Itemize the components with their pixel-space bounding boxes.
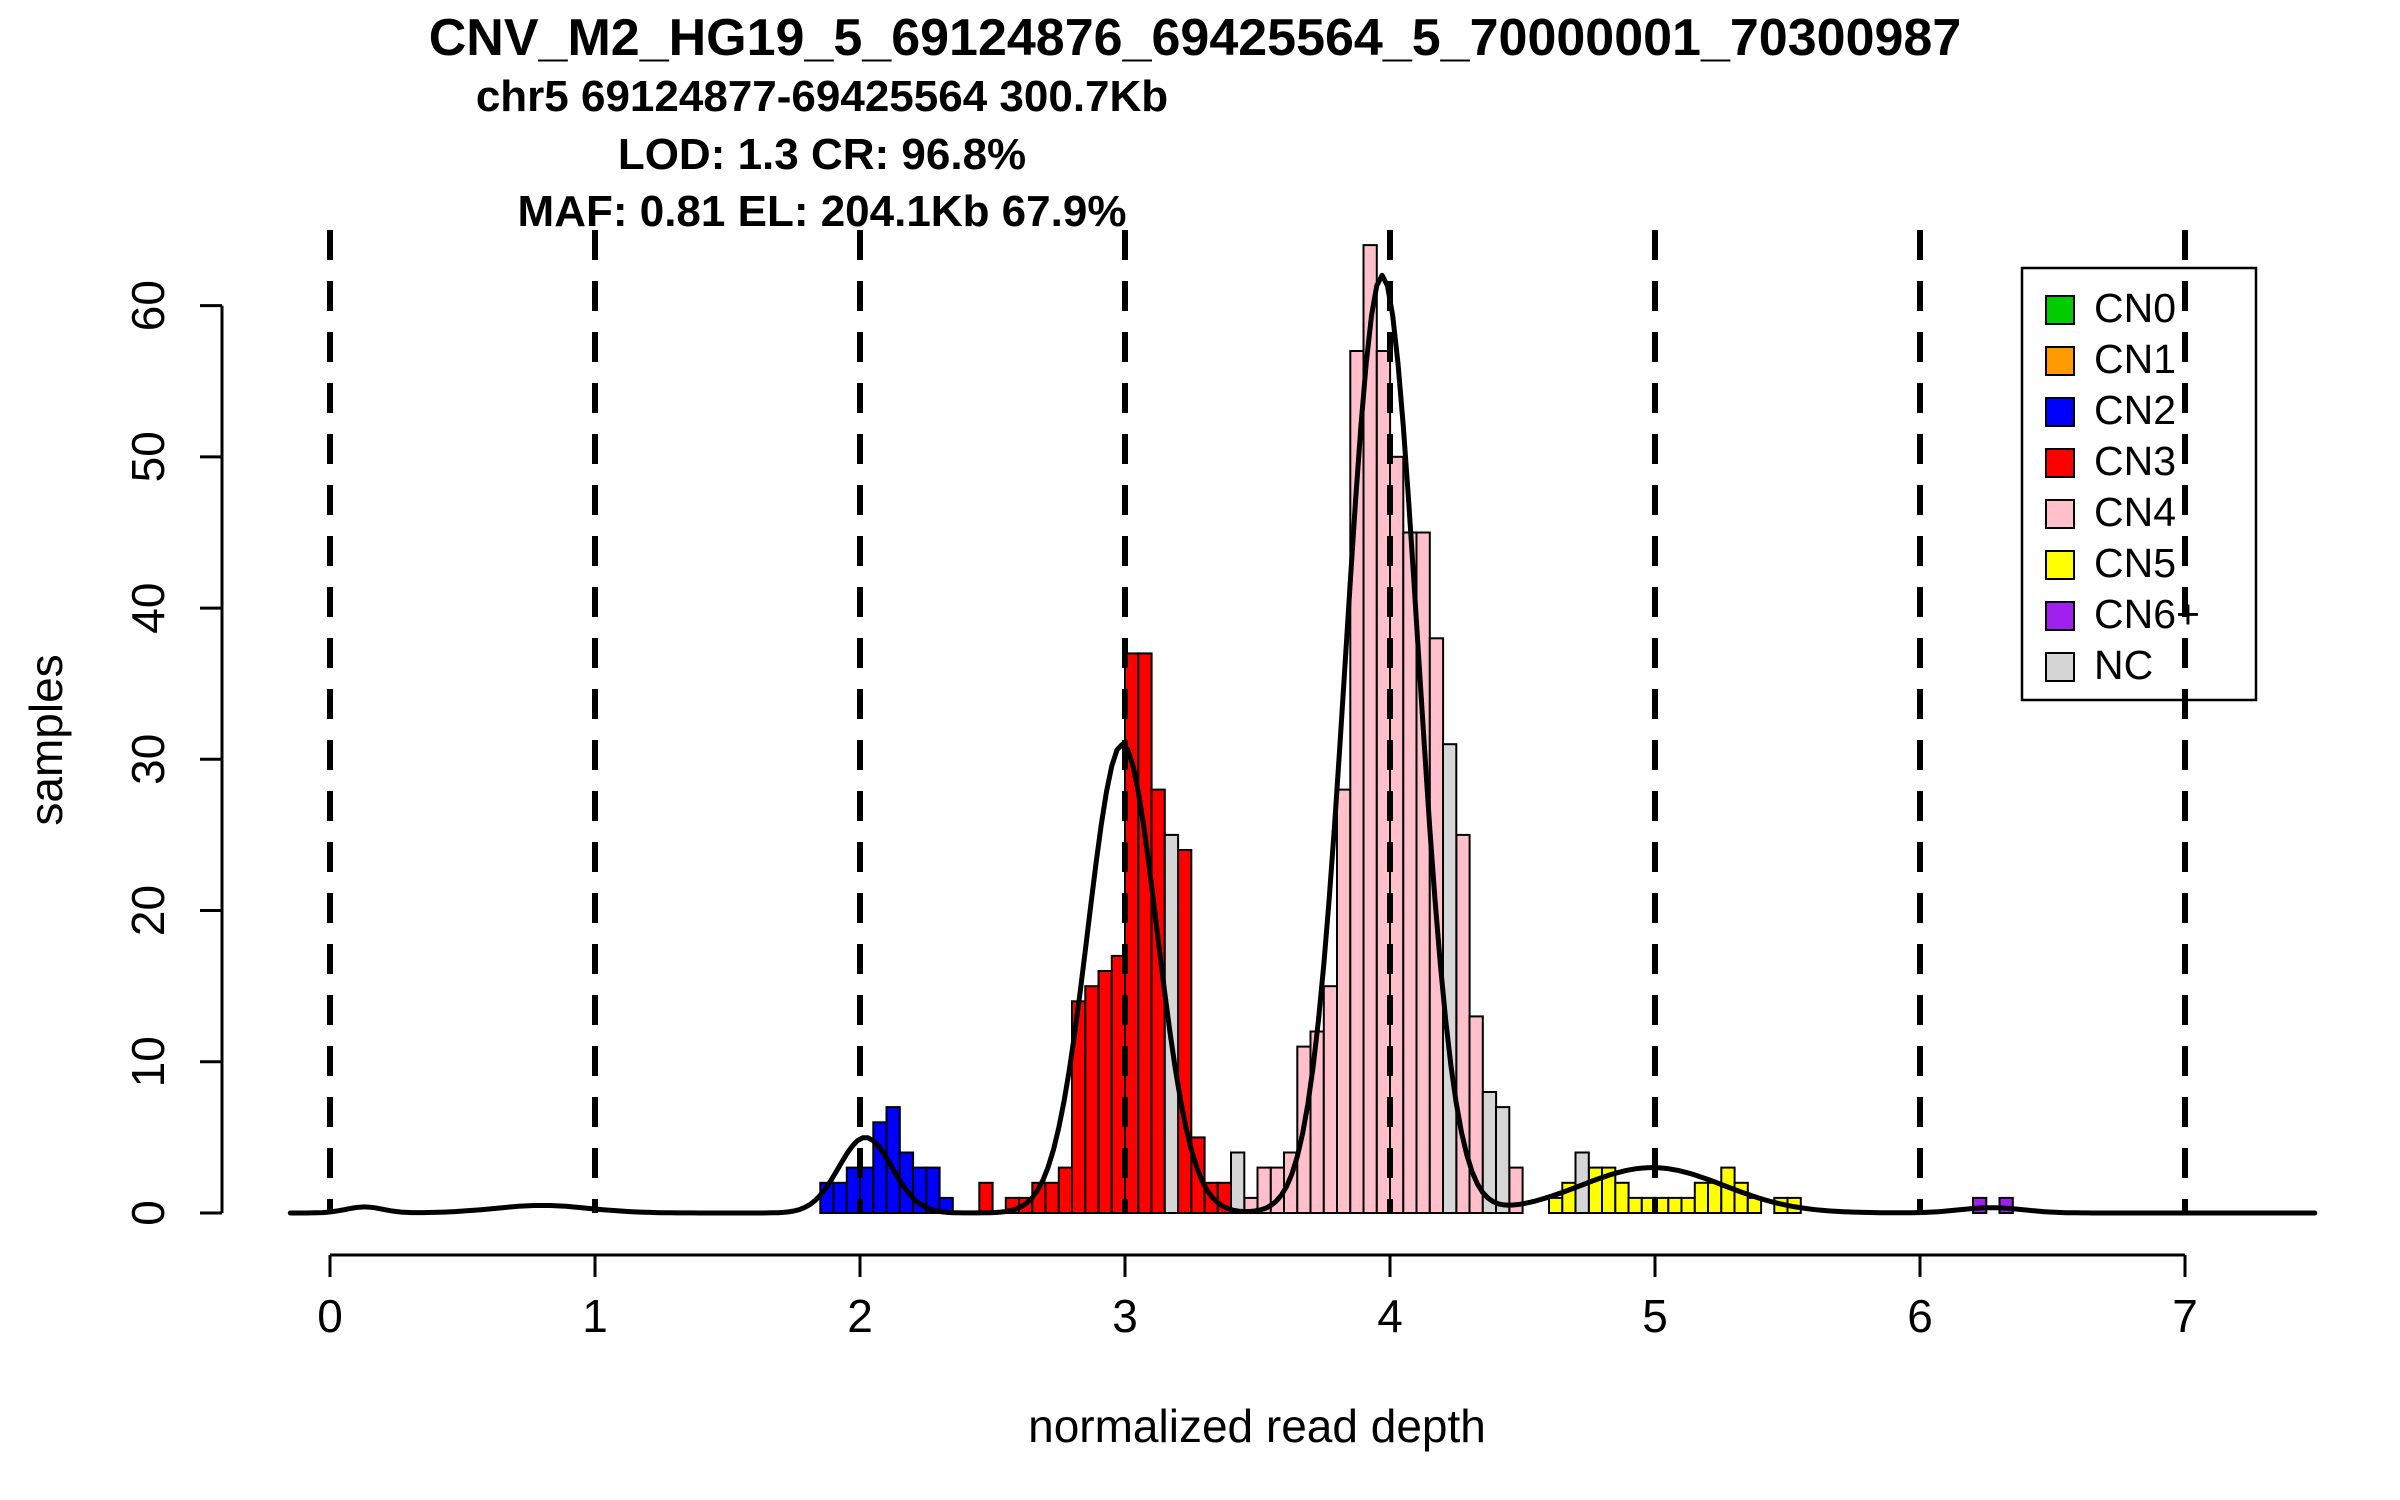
legend-label-cn4: CN4 [2094,489,2176,535]
histogram-bar [1402,531,1418,1214]
x-tick-label: 2 [847,1290,873,1342]
y-tick-label: 50 [122,431,174,482]
legend-swatch-cn2 [2045,397,2075,427]
y-tick-label: 40 [122,583,174,634]
histogram-bar [978,1181,994,1215]
chart-subtitle-lod-cr: LOD: 1.3 CR: 96.8% [617,130,1027,179]
histogram-bar [1163,833,1180,1215]
histogram-bar [1495,1106,1511,1214]
histogram-bar [1322,985,1339,1215]
legend-swatch-cn1 [2045,346,2075,376]
bars-cn3 [978,652,1233,1215]
y-tick-label: 20 [122,885,174,936]
legend-swatch-cn3 [2045,448,2075,478]
histogram-bar [1137,652,1153,1214]
legend-swatch-cn0 [2045,295,2075,325]
histogram-bar [1627,1196,1643,1215]
histogram-bar [1084,985,1100,1215]
bars-cn2 [819,1106,954,1215]
y-tick-label: 60 [122,280,174,331]
bars-cn4 [1243,244,1524,1215]
histogram-bar [1587,1166,1604,1214]
histogram-bar [1548,1196,1564,1215]
legend-label-cn0: CN0 [2094,285,2176,331]
histogram-bar [1614,1181,1630,1215]
histogram-bar [1680,1196,1696,1215]
y-tick-label: 0 [122,1200,174,1226]
histogram-bar [832,1181,848,1215]
histogram-bar [1124,652,1140,1214]
axes: 0 1 2 3 4 5 6 7 0 10 20 30 40 50 60 normalized read dep… [20,280,2198,1452]
legend-swatch-cn6plus [2045,601,2075,631]
x-tick-label: 5 [1642,1290,1668,1342]
x-tick-label: 7 [2172,1290,2198,1342]
histogram-bar [872,1121,888,1215]
histogram-bar [1230,1151,1246,1214]
histogram-bar [1375,350,1392,1214]
legend-swatch-nc [2045,652,2075,682]
x-tick-label: 1 [582,1290,608,1342]
histogram-bar [1707,1181,1723,1215]
histogram-bar [1733,1181,1749,1215]
chart-subtitle-region: chr5 69124877-69425564 300.7Kb [475,72,1169,121]
x-axis-label: normalized read depth [1028,1400,1486,1452]
copy-number-gridlines [327,230,2188,1213]
density-curve [287,272,2318,1216]
histogram-bar [1150,788,1166,1214]
legend-label-cn5: CN5 [2094,540,2176,586]
x-tick-label: 6 [1907,1290,1933,1342]
y-tick-label: 30 [122,734,174,785]
histogram-bar [1057,1166,1074,1214]
chart-title: CNV_M2_HG19_5_69124876_69425564_5_700000… [428,9,1962,67]
legend-swatch-cn5 [2045,550,2075,580]
chart-subtitle-maf-el: MAF: 0.81 EL: 204.1Kb 67.9% [517,187,1127,236]
x-tick-label: 3 [1112,1290,1138,1342]
legend-swatch-cn4 [2045,499,2075,529]
y-tick-label: 10 [122,1036,174,1087]
histogram-bar [1442,743,1458,1214]
y-axis-label: samples [20,654,72,825]
histogram-bar [1177,849,1193,1214]
histogram-bar [1693,1181,1710,1215]
legend-label-cn1: CN1 [2094,336,2176,382]
x-tick-label: 0 [317,1290,343,1342]
histogram-bar [1667,1196,1683,1215]
legend-label-nc: NC [2094,642,2153,688]
histogram-bar [1336,788,1352,1214]
histogram-bar [1044,1181,1060,1215]
histogram-bar [1097,970,1113,1214]
legend-label-cn2: CN2 [2094,387,2176,433]
histogram-bar [925,1166,941,1214]
legend-label-cn3: CN3 [2094,438,2176,484]
x-tick-label: 4 [1377,1290,1403,1342]
